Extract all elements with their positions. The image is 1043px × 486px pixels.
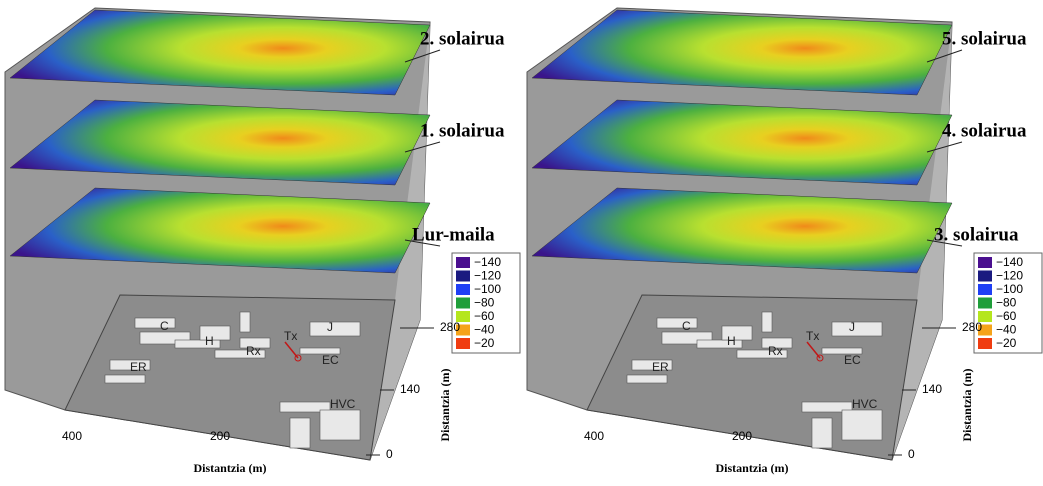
building-label: Rx — [768, 344, 783, 358]
legend-label: −140 — [474, 255, 501, 269]
building-label: J — [327, 320, 333, 334]
x-axis-label: Distantzia (m) — [194, 461, 267, 475]
y-tick-label: 140 — [922, 382, 942, 396]
building-label: EC — [322, 353, 339, 367]
building — [762, 312, 772, 332]
legend-swatch — [456, 271, 470, 282]
building-label: Rx — [246, 344, 261, 358]
building-label: J — [849, 320, 855, 334]
layer-label: 5. solairua — [942, 28, 1027, 49]
y-tick-label: 280 — [962, 320, 982, 334]
y-tick-label: 140 — [400, 382, 420, 396]
building — [320, 410, 360, 440]
legend-label: −120 — [474, 269, 501, 283]
legend-label: −60 — [996, 309, 1017, 323]
building-label: H — [727, 334, 736, 348]
y-axis-label: Distantzia (m) — [438, 369, 452, 442]
x-tick-label: 400 — [584, 429, 604, 443]
legend-label: −80 — [474, 296, 495, 310]
legend-swatch — [456, 257, 470, 268]
legend-swatch — [978, 338, 992, 349]
building — [310, 322, 360, 336]
building — [842, 410, 882, 440]
layer-label: Lur-maila — [412, 224, 495, 245]
building — [627, 375, 667, 383]
legend-swatch — [456, 338, 470, 349]
layer-label: 1. solairua — [420, 120, 505, 141]
y-tick-label: 0 — [908, 447, 915, 461]
y-tick-label: 0 — [386, 447, 393, 461]
building-label: ER — [652, 360, 669, 374]
legend-label: −140 — [996, 255, 1023, 269]
x-tick-label: 200 — [210, 429, 230, 443]
building-label: EC — [844, 353, 861, 367]
building — [105, 375, 145, 383]
building-label: HVC — [330, 397, 356, 411]
legend-swatch — [456, 284, 470, 295]
building-label: HVC — [852, 397, 878, 411]
legend-label: −40 — [474, 323, 495, 337]
legend-swatch — [456, 298, 470, 309]
figure: C H Rx ER J Tx EC HVC 2. solairua 1. solairua Lur-… — [0, 0, 1043, 481]
building-label: ER — [130, 360, 147, 374]
legend-swatch — [978, 257, 992, 268]
legend-label: −20 — [996, 336, 1017, 350]
building-label: Tx — [806, 329, 819, 343]
building — [290, 418, 310, 448]
legend-label: −100 — [474, 282, 501, 296]
building — [135, 318, 175, 328]
x-tick-label: 400 — [62, 429, 82, 443]
legend-label: −100 — [996, 282, 1023, 296]
layer-label: 4. solairua — [942, 120, 1027, 141]
building-label: C — [160, 319, 169, 333]
legend-label: −20 — [474, 336, 495, 350]
building — [812, 418, 832, 448]
legend-swatch — [978, 271, 992, 282]
legend-swatch — [978, 298, 992, 309]
layer-label: 3. solairua — [934, 224, 1019, 245]
y-axis-label: Distantzia (m) — [960, 369, 974, 442]
y-tick-label: 280 — [440, 320, 460, 334]
x-tick-label: 200 — [732, 429, 752, 443]
layer-label: 2. solairua — [420, 28, 505, 49]
legend-label: −80 — [996, 296, 1017, 310]
x-axis-label: Distantzia (m) — [716, 461, 789, 475]
legend-label: −120 — [996, 269, 1023, 283]
building — [240, 312, 250, 332]
panel: C H Rx ER J Tx EC HVC 2. solairua 1. solairua Lur-… — [5, 8, 520, 475]
building-label: H — [205, 334, 214, 348]
legend-label: −60 — [474, 309, 495, 323]
panel: C H Rx ER J Tx EC HVC 5. solairua 4. solairua 3. s… — [527, 8, 1042, 475]
building-label: Tx — [284, 329, 297, 343]
legend-label: −40 — [996, 323, 1017, 337]
legend-swatch — [978, 284, 992, 295]
building-label: C — [682, 319, 691, 333]
building — [657, 318, 697, 328]
building — [832, 322, 882, 336]
